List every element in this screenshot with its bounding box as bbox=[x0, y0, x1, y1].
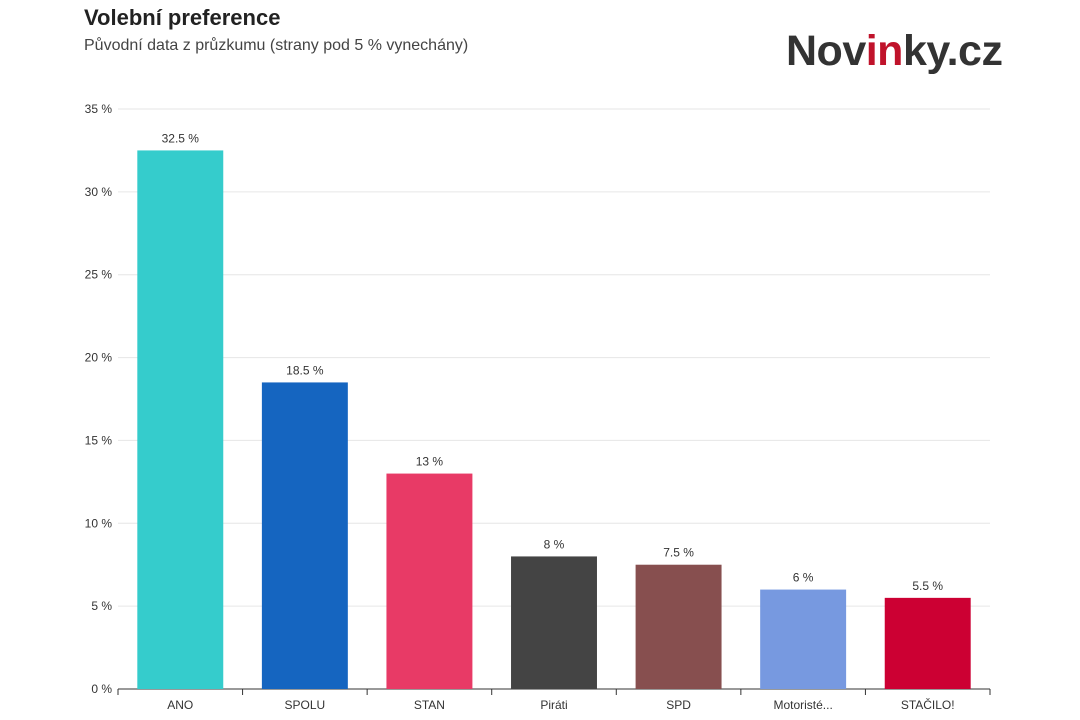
y-tick-label: 10 % bbox=[85, 516, 113, 530]
x-tick-label: ANO bbox=[167, 698, 193, 712]
y-tick-label: 30 % bbox=[85, 185, 113, 199]
bar bbox=[511, 556, 597, 689]
data-label: 18.5 % bbox=[286, 363, 324, 377]
y-tick-label: 35 % bbox=[85, 102, 113, 116]
data-label: 6 % bbox=[793, 571, 814, 585]
x-tick-label: SPOLU bbox=[285, 698, 326, 712]
logo-text-start: Nov bbox=[786, 27, 866, 75]
x-tick-label: Piráti bbox=[540, 698, 567, 712]
bar bbox=[386, 473, 473, 689]
x-tick-label: STAČILO! bbox=[901, 697, 955, 712]
x-tick-label: STAN bbox=[414, 698, 445, 712]
data-label: 32.5 % bbox=[162, 131, 200, 145]
data-label: 8 % bbox=[544, 537, 565, 551]
chart-title: Volební preference bbox=[84, 5, 281, 30]
y-tick-label: 15 % bbox=[85, 433, 113, 447]
bar bbox=[261, 382, 348, 689]
logo-text-end: ky.cz bbox=[902, 27, 1003, 75]
chart-subtitle: Původní data z průzkumu (strany pod 5 % … bbox=[84, 37, 469, 54]
y-tick-label: 5 % bbox=[91, 599, 112, 613]
y-tick-label: 25 % bbox=[85, 268, 113, 282]
bar bbox=[884, 597, 971, 689]
x-tick-label: Motoristé... bbox=[773, 698, 832, 712]
logo-text-accent: in bbox=[865, 27, 904, 75]
novinky-logo[interactable]: Novinky.cz bbox=[786, 27, 1003, 76]
data-label: 13 % bbox=[416, 455, 444, 469]
bar bbox=[635, 564, 722, 689]
y-tick-label: 20 % bbox=[85, 351, 113, 365]
bar bbox=[137, 150, 224, 689]
data-label: 7.5 % bbox=[663, 546, 694, 560]
y-tick-label: 0 % bbox=[91, 682, 112, 696]
data-label: 5.5 % bbox=[912, 579, 943, 593]
x-tick-label: SPD bbox=[666, 698, 691, 712]
bar bbox=[760, 589, 847, 689]
